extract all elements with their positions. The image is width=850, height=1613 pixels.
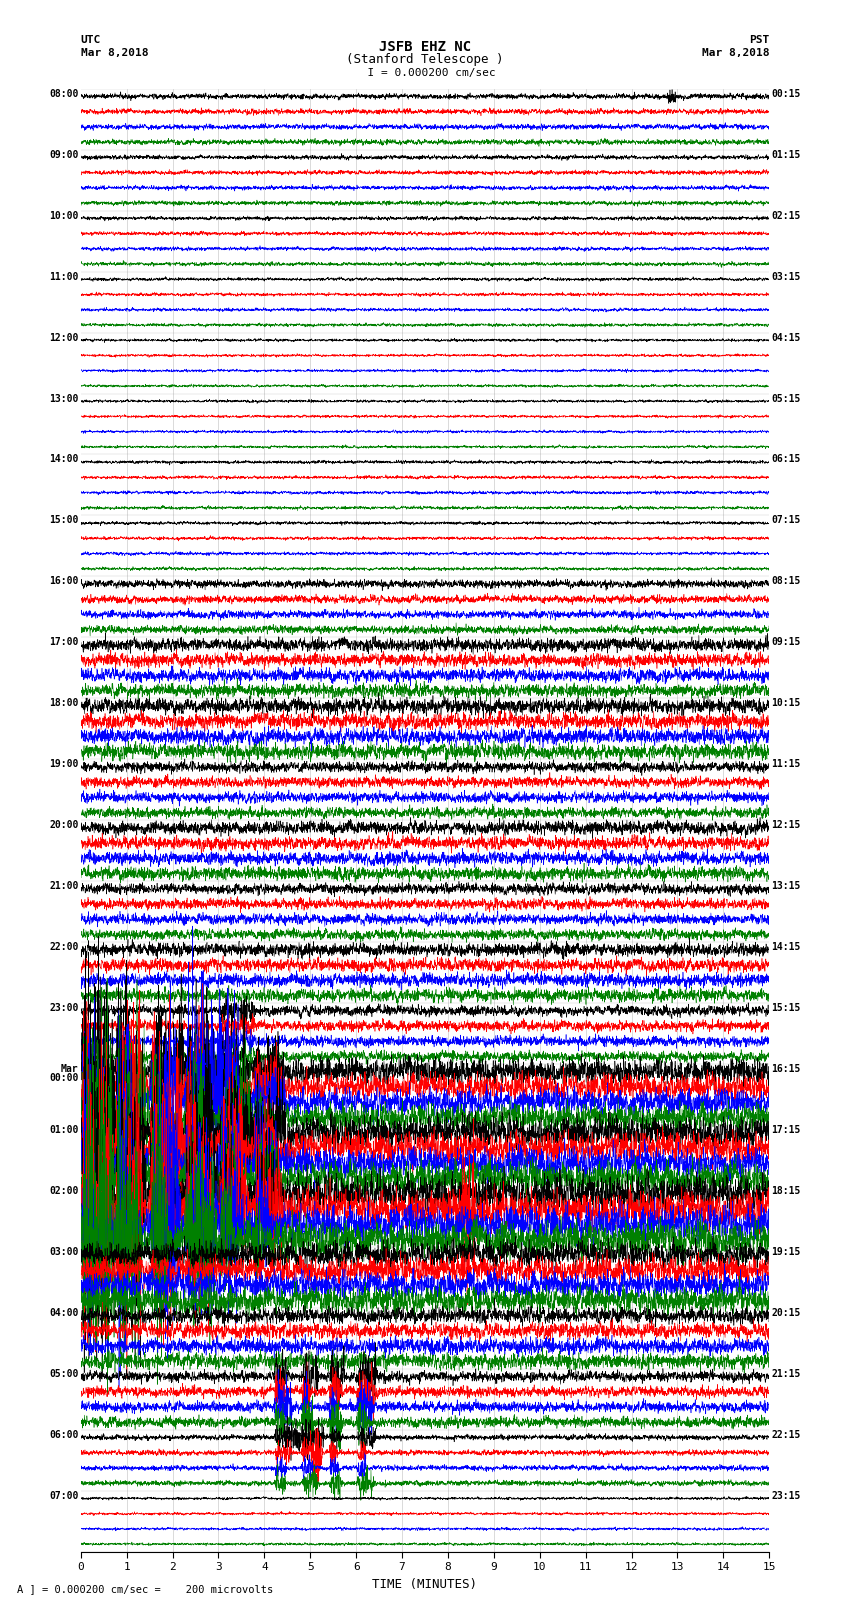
Text: 13:00: 13:00 bbox=[49, 394, 79, 403]
Text: 23:15: 23:15 bbox=[771, 1490, 801, 1500]
Text: 23:00: 23:00 bbox=[49, 1003, 79, 1013]
Text: 21:15: 21:15 bbox=[771, 1369, 801, 1379]
Text: 09:00: 09:00 bbox=[49, 150, 79, 160]
Text: 01:15: 01:15 bbox=[771, 150, 801, 160]
Text: PST: PST bbox=[749, 35, 769, 45]
Text: 02:15: 02:15 bbox=[771, 211, 801, 221]
Text: 15:00: 15:00 bbox=[49, 516, 79, 526]
Text: 03:00: 03:00 bbox=[49, 1247, 79, 1257]
Text: 00:15: 00:15 bbox=[771, 89, 801, 98]
Text: 14:15: 14:15 bbox=[771, 942, 801, 952]
Text: (Stanford Telescope ): (Stanford Telescope ) bbox=[346, 53, 504, 66]
Text: UTC: UTC bbox=[81, 35, 101, 45]
Text: 04:00: 04:00 bbox=[49, 1308, 79, 1318]
Text: 11:00: 11:00 bbox=[49, 271, 79, 282]
Text: 00:00: 00:00 bbox=[49, 1073, 79, 1084]
Text: A ] = 0.000200 cm/sec =    200 microvolts: A ] = 0.000200 cm/sec = 200 microvolts bbox=[17, 1584, 273, 1594]
Text: 11:15: 11:15 bbox=[771, 760, 801, 769]
Text: 03:15: 03:15 bbox=[771, 271, 801, 282]
Text: Mar 8,2018: Mar 8,2018 bbox=[81, 48, 148, 58]
Text: 12:00: 12:00 bbox=[49, 332, 79, 342]
X-axis label: TIME (MINUTES): TIME (MINUTES) bbox=[372, 1578, 478, 1590]
Text: 17:15: 17:15 bbox=[771, 1124, 801, 1136]
Text: 16:00: 16:00 bbox=[49, 576, 79, 587]
Text: Mar: Mar bbox=[61, 1065, 79, 1074]
Text: 22:00: 22:00 bbox=[49, 942, 79, 952]
Text: 20:00: 20:00 bbox=[49, 821, 79, 831]
Text: 07:15: 07:15 bbox=[771, 516, 801, 526]
Text: 18:15: 18:15 bbox=[771, 1186, 801, 1195]
Text: 15:15: 15:15 bbox=[771, 1003, 801, 1013]
Text: 19:00: 19:00 bbox=[49, 760, 79, 769]
Text: 10:15: 10:15 bbox=[771, 698, 801, 708]
Text: I = 0.000200 cm/sec: I = 0.000200 cm/sec bbox=[354, 68, 496, 77]
Text: Mar 8,2018: Mar 8,2018 bbox=[702, 48, 769, 58]
Text: 01:00: 01:00 bbox=[49, 1124, 79, 1136]
Text: 02:00: 02:00 bbox=[49, 1186, 79, 1195]
Text: 12:15: 12:15 bbox=[771, 821, 801, 831]
Text: 22:15: 22:15 bbox=[771, 1429, 801, 1440]
Text: 13:15: 13:15 bbox=[771, 881, 801, 890]
Text: 19:15: 19:15 bbox=[771, 1247, 801, 1257]
Text: 10:00: 10:00 bbox=[49, 211, 79, 221]
Text: 05:00: 05:00 bbox=[49, 1369, 79, 1379]
Text: 05:15: 05:15 bbox=[771, 394, 801, 403]
Text: 09:15: 09:15 bbox=[771, 637, 801, 647]
Text: 21:00: 21:00 bbox=[49, 881, 79, 890]
Text: 18:00: 18:00 bbox=[49, 698, 79, 708]
Text: 14:00: 14:00 bbox=[49, 455, 79, 465]
Text: 06:00: 06:00 bbox=[49, 1429, 79, 1440]
Text: JSFB EHZ NC: JSFB EHZ NC bbox=[379, 40, 471, 55]
Text: 08:00: 08:00 bbox=[49, 89, 79, 98]
Text: 04:15: 04:15 bbox=[771, 332, 801, 342]
Text: 06:15: 06:15 bbox=[771, 455, 801, 465]
Text: 16:15: 16:15 bbox=[771, 1065, 801, 1074]
Text: 20:15: 20:15 bbox=[771, 1308, 801, 1318]
Text: 08:15: 08:15 bbox=[771, 576, 801, 587]
Text: 17:00: 17:00 bbox=[49, 637, 79, 647]
Text: 07:00: 07:00 bbox=[49, 1490, 79, 1500]
